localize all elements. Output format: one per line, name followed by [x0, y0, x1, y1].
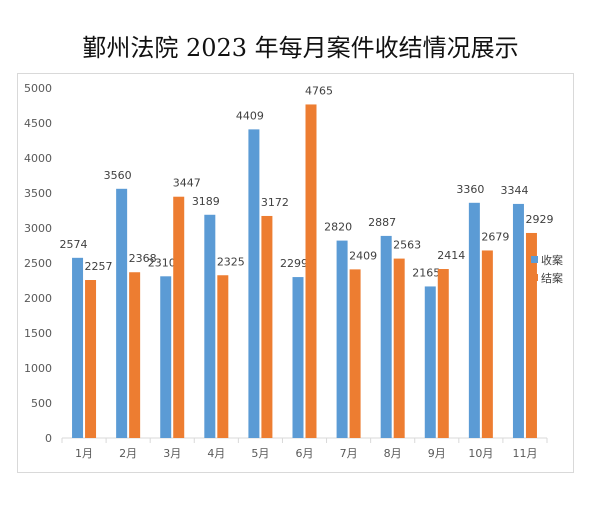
- legend-swatch: [531, 274, 538, 281]
- x-tick-label: 5月: [251, 447, 269, 460]
- data-label: 2820: [324, 221, 352, 234]
- bar-shouan: [292, 277, 304, 438]
- data-label: 2929: [525, 213, 553, 226]
- data-label: 2310: [148, 256, 176, 269]
- data-label: 2563: [393, 239, 421, 252]
- data-label: 2257: [85, 260, 113, 273]
- x-tick-label: 3月: [163, 447, 181, 460]
- bar-shouan: [512, 203, 524, 438]
- bar-shouan: [116, 188, 128, 438]
- data-label: 3344: [500, 184, 528, 197]
- bar-jiean: [305, 104, 317, 438]
- bar-shouan: [380, 235, 392, 438]
- x-tick-label: 1月: [75, 447, 93, 460]
- chart-title: 鄞州法院 2023 年每月案件收结情况展示: [82, 34, 519, 62]
- y-tick-label: 0: [45, 432, 52, 445]
- bar-shouan: [204, 214, 216, 438]
- data-label: 3447: [173, 177, 201, 190]
- bar-shouan: [336, 240, 348, 438]
- bar-jiean: [481, 250, 493, 438]
- bar-shouan: [424, 286, 436, 438]
- bar-jiean: [85, 280, 97, 438]
- data-label: 2165: [412, 266, 440, 279]
- y-tick-label: 1000: [24, 362, 52, 375]
- x-tick-label: 8月: [384, 447, 402, 460]
- data-label: 2368: [129, 252, 157, 265]
- bar-shouan: [72, 257, 84, 438]
- bar-jiean: [217, 275, 229, 438]
- y-tick-label: 1500: [24, 327, 52, 340]
- y-tick-label: 2000: [24, 292, 52, 305]
- data-label: 2887: [368, 216, 396, 229]
- y-tick-label: 500: [31, 397, 52, 410]
- bar-jiean: [129, 272, 141, 438]
- bar-jiean: [437, 269, 449, 438]
- data-label: 2409: [349, 249, 377, 262]
- x-tick-label: 9月: [428, 447, 446, 460]
- data-label: 2574: [60, 238, 88, 251]
- x-tick-label: 7月: [340, 447, 358, 460]
- legend-label: 结案: [541, 271, 563, 285]
- bar-jiean: [393, 258, 405, 438]
- bar-jiean: [261, 215, 273, 438]
- x-tick-label: 10月: [468, 447, 493, 460]
- x-tick-label: 4月: [207, 447, 225, 460]
- data-label: 4409: [236, 109, 264, 122]
- bar-shouan: [468, 202, 480, 438]
- data-label: 3560: [104, 169, 132, 182]
- x-tick-label: 2月: [119, 447, 137, 460]
- data-label: 4765: [305, 84, 333, 97]
- x-tick-label: 11月: [512, 447, 537, 460]
- legend-label: 收案: [541, 253, 563, 267]
- y-tick-label: 4500: [24, 117, 52, 130]
- y-tick-label: 4000: [24, 152, 52, 165]
- y-tick-label: 5000: [24, 82, 52, 95]
- x-tick-label: 6月: [296, 447, 314, 460]
- bar-shouan: [248, 129, 260, 438]
- bar-jiean: [525, 232, 537, 438]
- bar-shouan: [160, 276, 172, 438]
- data-label: 3172: [261, 196, 289, 209]
- data-label: 3360: [456, 183, 484, 196]
- legend-swatch: [531, 256, 538, 263]
- data-label: 2679: [481, 230, 509, 243]
- data-label: 2414: [437, 249, 465, 262]
- bar-jiean: [349, 269, 361, 438]
- y-tick-label: 3500: [24, 187, 52, 200]
- data-label: 3189: [192, 195, 220, 208]
- y-tick-label: 2500: [24, 257, 52, 270]
- chart-frame: [17, 73, 574, 473]
- data-label: 2325: [217, 255, 245, 268]
- y-tick-label: 3000: [24, 222, 52, 235]
- bar-jiean: [173, 196, 185, 438]
- data-label: 2299: [280, 257, 308, 270]
